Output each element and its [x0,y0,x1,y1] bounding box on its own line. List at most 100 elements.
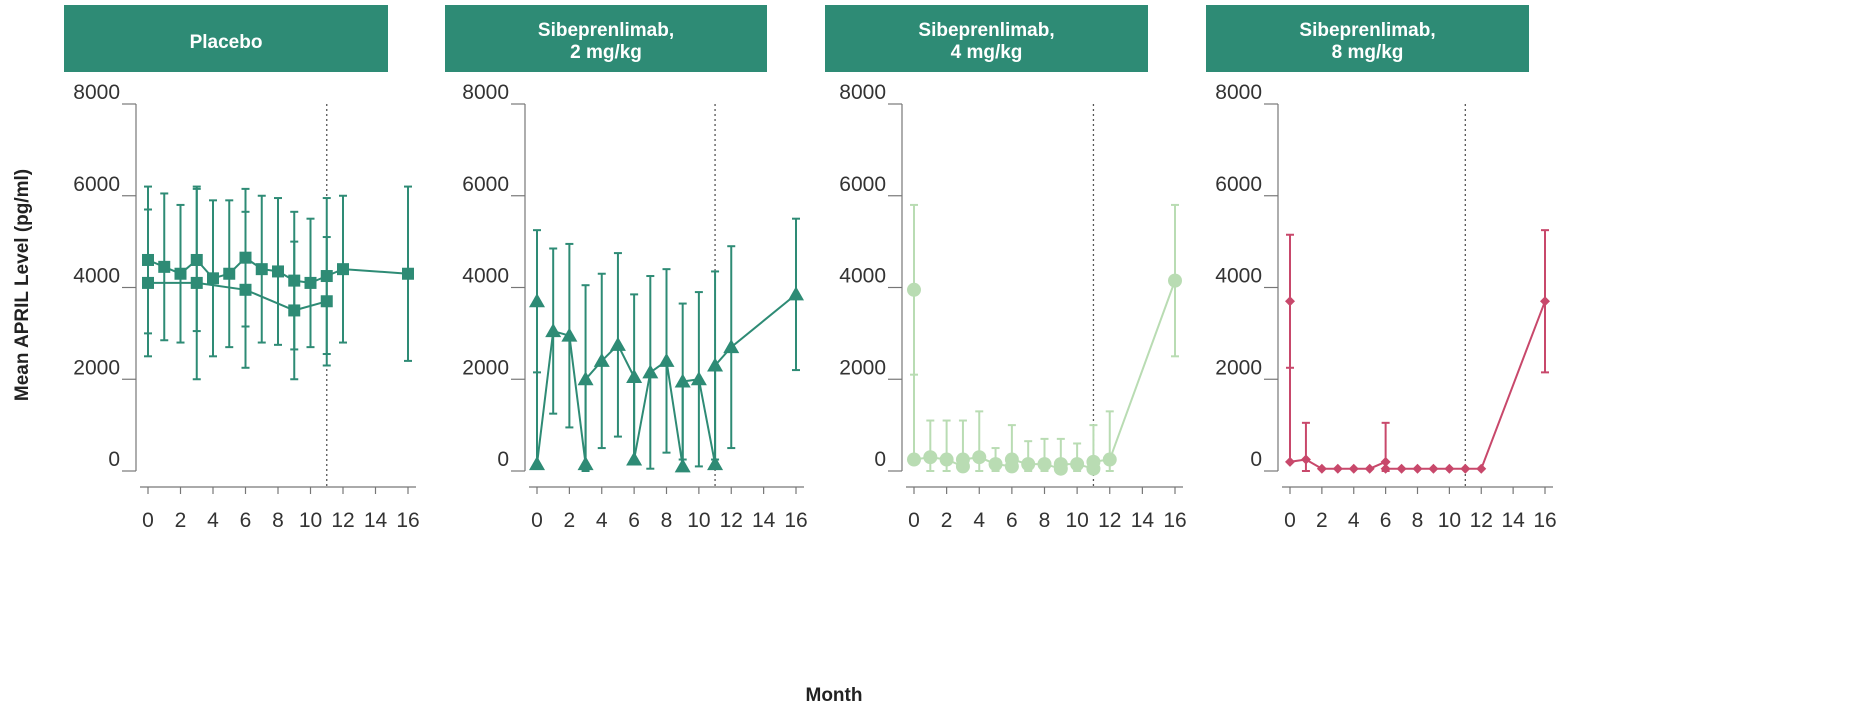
y-tick-label: 0 [874,448,886,471]
data-point [1332,463,1343,474]
x-tick-label: 14 [364,509,388,532]
data-point [907,452,921,467]
data-point [1285,296,1295,307]
data-point [1428,463,1439,474]
y-tick-label: 6000 [73,173,120,196]
panel-title-line: 4 mg/kg [951,42,1023,63]
data-point [1021,457,1036,472]
x-tick-label: 6 [240,509,252,532]
y-tick-label: 8000 [73,81,120,104]
data-point [174,267,187,280]
x-tick-label: 14 [752,509,776,532]
data-point [320,295,333,308]
x-tick-label: 8 [1039,509,1051,532]
y-tick-label: 6000 [462,173,509,196]
y-tick-label: 0 [108,448,120,471]
x-tick-label: 4 [207,509,219,532]
data-point [272,265,284,278]
data-point [1380,463,1391,474]
data-point [142,276,154,289]
data-point [1364,463,1375,474]
data-point [288,304,301,317]
data-point [674,458,691,473]
x-tick-label: 16 [784,509,807,532]
x-tick-label: 12 [720,509,743,532]
y-tick-label: 0 [1250,448,1262,471]
y-tick-label: 6000 [839,173,886,196]
x-tick-label: 2 [564,509,576,532]
panel-title-line: Sibeprenlimab, [538,20,674,41]
y-tick-label: 2000 [839,356,886,379]
data-point [939,452,954,467]
x-tick-label: 6 [1380,509,1392,532]
x-tick-label: 10 [687,509,710,532]
y-tick-label: 4000 [839,265,886,288]
x-tick-label: 8 [272,509,284,532]
x-tick-label: 2 [175,509,187,532]
data-point [1444,463,1455,474]
panel-header [825,5,1148,72]
data-point [1412,463,1423,474]
x-tick-label: 4 [1348,509,1360,532]
x-tick-label: 8 [661,509,673,532]
data-point [1476,463,1487,474]
x-tick-label: 2 [1316,509,1328,532]
data-point [223,267,236,280]
data-point [707,357,724,372]
data-point [207,272,219,285]
data-point [988,457,1003,472]
data-point [1540,296,1550,307]
x-axis-title: Month [806,685,863,706]
data-point [1380,456,1391,467]
panel-title-line: Sibeprenlimab, [1299,20,1435,41]
x-tick-label: 10 [1438,509,1461,532]
data-point [626,368,643,383]
panel-header [64,5,388,72]
panel-title-line: 8 mg/kg [1332,42,1404,63]
y-tick-label: 0 [497,448,509,471]
data-point [690,371,707,386]
data-point [158,260,171,273]
x-tick-label: 12 [331,509,354,532]
x-tick-label: 16 [1163,509,1186,532]
data-point [593,352,610,367]
y-tick-label: 8000 [1215,81,1262,104]
data-point [1004,452,1019,467]
y-tick-label: 4000 [462,265,509,288]
data-point [788,286,804,301]
x-tick-label: 16 [396,509,419,532]
data-point [255,263,268,276]
data-point [707,456,724,471]
data-point [190,276,203,289]
x-tick-label: 6 [1006,509,1018,532]
x-tick-label: 16 [1533,509,1556,532]
data-point [561,327,578,342]
y-axis-title: Mean APRIL Level (pg/ml) [12,169,33,401]
panel-title-line: 2 mg/kg [570,42,642,63]
x-tick-label: 0 [908,509,920,532]
panel-header [445,5,767,72]
y-tick-label: 4000 [1215,265,1262,288]
data-point [1037,457,1052,472]
data-point [1285,456,1295,467]
data-point [1168,273,1182,288]
y-tick-label: 2000 [462,356,509,379]
x-tick-label: 12 [1098,509,1121,532]
data-point [658,352,675,367]
x-tick-label: 0 [1284,509,1296,532]
x-tick-label: 2 [941,509,953,532]
y-tick-label: 2000 [1215,356,1262,379]
data-point [923,450,938,465]
data-point [907,282,921,297]
data-point [723,339,740,354]
x-tick-label: 0 [531,509,543,532]
data-point [955,452,970,467]
data-point [239,283,252,296]
y-tick-label: 4000 [73,265,120,288]
x-tick-label: 10 [1065,509,1088,532]
